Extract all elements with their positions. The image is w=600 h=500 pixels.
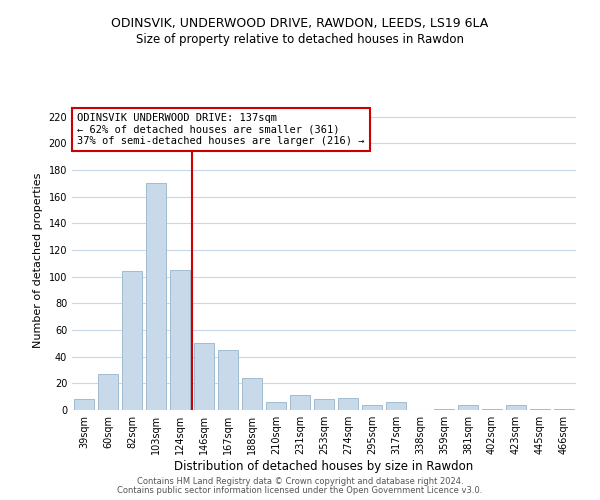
- Bar: [506, 404, 526, 410]
- Bar: [170, 270, 190, 410]
- Bar: [386, 402, 406, 410]
- Bar: [458, 404, 478, 410]
- Text: Contains HM Land Registry data © Crown copyright and database right 2024.: Contains HM Land Registry data © Crown c…: [137, 477, 463, 486]
- Bar: [338, 398, 358, 410]
- Bar: [194, 344, 214, 410]
- X-axis label: Distribution of detached houses by size in Rawdon: Distribution of detached houses by size …: [175, 460, 473, 473]
- Bar: [434, 408, 454, 410]
- Bar: [146, 184, 166, 410]
- Bar: [98, 374, 118, 410]
- Bar: [242, 378, 262, 410]
- Bar: [362, 404, 382, 410]
- Bar: [554, 408, 574, 410]
- Text: Size of property relative to detached houses in Rawdon: Size of property relative to detached ho…: [136, 32, 464, 46]
- Bar: [218, 350, 238, 410]
- Text: ODINSVIK, UNDERWOOD DRIVE, RAWDON, LEEDS, LS19 6LA: ODINSVIK, UNDERWOOD DRIVE, RAWDON, LEEDS…: [112, 18, 488, 30]
- Bar: [122, 272, 142, 410]
- Text: Contains public sector information licensed under the Open Government Licence v3: Contains public sector information licen…: [118, 486, 482, 495]
- Bar: [266, 402, 286, 410]
- Bar: [530, 408, 550, 410]
- Bar: [314, 400, 334, 410]
- Bar: [482, 408, 502, 410]
- Bar: [74, 400, 94, 410]
- Bar: [290, 396, 310, 410]
- Text: ODINSVIK UNDERWOOD DRIVE: 137sqm
← 62% of detached houses are smaller (361)
37% : ODINSVIK UNDERWOOD DRIVE: 137sqm ← 62% o…: [77, 113, 365, 146]
- Y-axis label: Number of detached properties: Number of detached properties: [33, 172, 43, 348]
